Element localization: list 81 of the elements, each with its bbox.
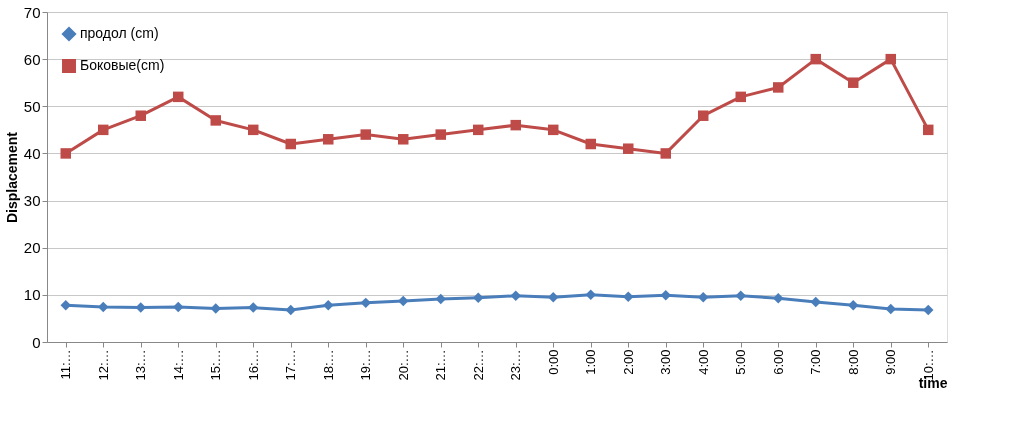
point xyxy=(60,148,71,159)
legend-label: Боковые(cm) xyxy=(80,57,165,73)
y-tick-label: 30 xyxy=(23,192,41,210)
point xyxy=(735,290,746,302)
point xyxy=(135,110,146,121)
point xyxy=(210,115,221,126)
x-tick-label: 6:00 xyxy=(770,349,786,375)
point xyxy=(435,129,446,140)
point xyxy=(98,301,109,313)
x-tick-label: 20:… xyxy=(395,349,411,381)
x-tick-label: 9:00 xyxy=(883,349,899,375)
y-tick-label: 60 xyxy=(23,50,41,68)
x-tick-label: 23:… xyxy=(508,349,524,381)
y-tick-label: 70 xyxy=(23,3,41,21)
point xyxy=(773,292,784,304)
y-tick-label: 0 xyxy=(32,333,41,351)
x-tick-label: 18:… xyxy=(320,349,336,381)
y-tick-label: 10 xyxy=(23,286,41,304)
point xyxy=(810,296,821,308)
legend-label: продол (cm) xyxy=(80,25,159,41)
x-tick-label: 14:… xyxy=(170,349,186,381)
point xyxy=(885,53,896,65)
point xyxy=(210,303,221,314)
x-tick-label: 3:00 xyxy=(658,349,674,375)
y-tick-label: 40 xyxy=(23,144,41,162)
x-tick-label: 22:… xyxy=(470,349,486,381)
x-tick-label: 21:… xyxy=(433,349,449,381)
point xyxy=(735,91,746,103)
x-tick-label: 5:00 xyxy=(733,349,749,375)
point xyxy=(435,293,446,305)
point xyxy=(473,124,484,136)
point xyxy=(548,291,559,303)
x-tick-label: 17:… xyxy=(283,349,299,381)
point xyxy=(585,138,596,150)
point xyxy=(323,299,334,311)
point xyxy=(285,138,296,150)
x-tick-label: 4:00 xyxy=(695,349,711,375)
point xyxy=(60,299,71,311)
point xyxy=(773,82,784,93)
point xyxy=(248,124,259,136)
x-tick-label: 0:00 xyxy=(545,349,561,375)
point xyxy=(923,124,934,136)
y-axis-title: Displacement xyxy=(3,131,20,224)
y-tick-label: 20 xyxy=(23,239,41,257)
point xyxy=(923,304,934,316)
point xyxy=(360,129,371,140)
point xyxy=(285,304,296,316)
x-tick-label: 8:00 xyxy=(845,349,861,375)
point xyxy=(885,303,896,315)
x-tick-label: 16:… xyxy=(245,349,261,381)
point xyxy=(848,299,859,311)
point xyxy=(848,77,859,88)
x-tick-label: 15:… xyxy=(208,349,224,381)
point xyxy=(173,301,184,313)
point xyxy=(698,110,709,121)
x-tick-label: 12:… xyxy=(95,349,111,381)
point xyxy=(173,91,184,103)
point xyxy=(98,124,109,136)
point xyxy=(585,289,596,301)
point xyxy=(323,134,334,145)
point xyxy=(548,124,559,136)
point xyxy=(623,291,634,302)
point xyxy=(698,291,709,303)
point xyxy=(510,290,521,302)
x-tick-label: 7:00 xyxy=(808,349,824,375)
y-tick-label: 50 xyxy=(23,97,41,115)
x-tick-label: 19:… xyxy=(358,349,374,381)
point xyxy=(660,290,671,301)
point xyxy=(623,143,634,154)
point xyxy=(398,134,409,145)
x-tick-label: 11:… xyxy=(58,349,74,380)
point xyxy=(660,148,671,159)
x-tick-label: 2:00 xyxy=(620,349,636,375)
x-tick-label: 13:… xyxy=(133,349,149,381)
point xyxy=(510,119,521,131)
point xyxy=(360,297,371,309)
point xyxy=(248,302,259,313)
x-tick-label: 1:00 xyxy=(583,349,599,375)
point xyxy=(810,53,821,65)
point xyxy=(473,292,484,303)
point xyxy=(398,295,409,307)
